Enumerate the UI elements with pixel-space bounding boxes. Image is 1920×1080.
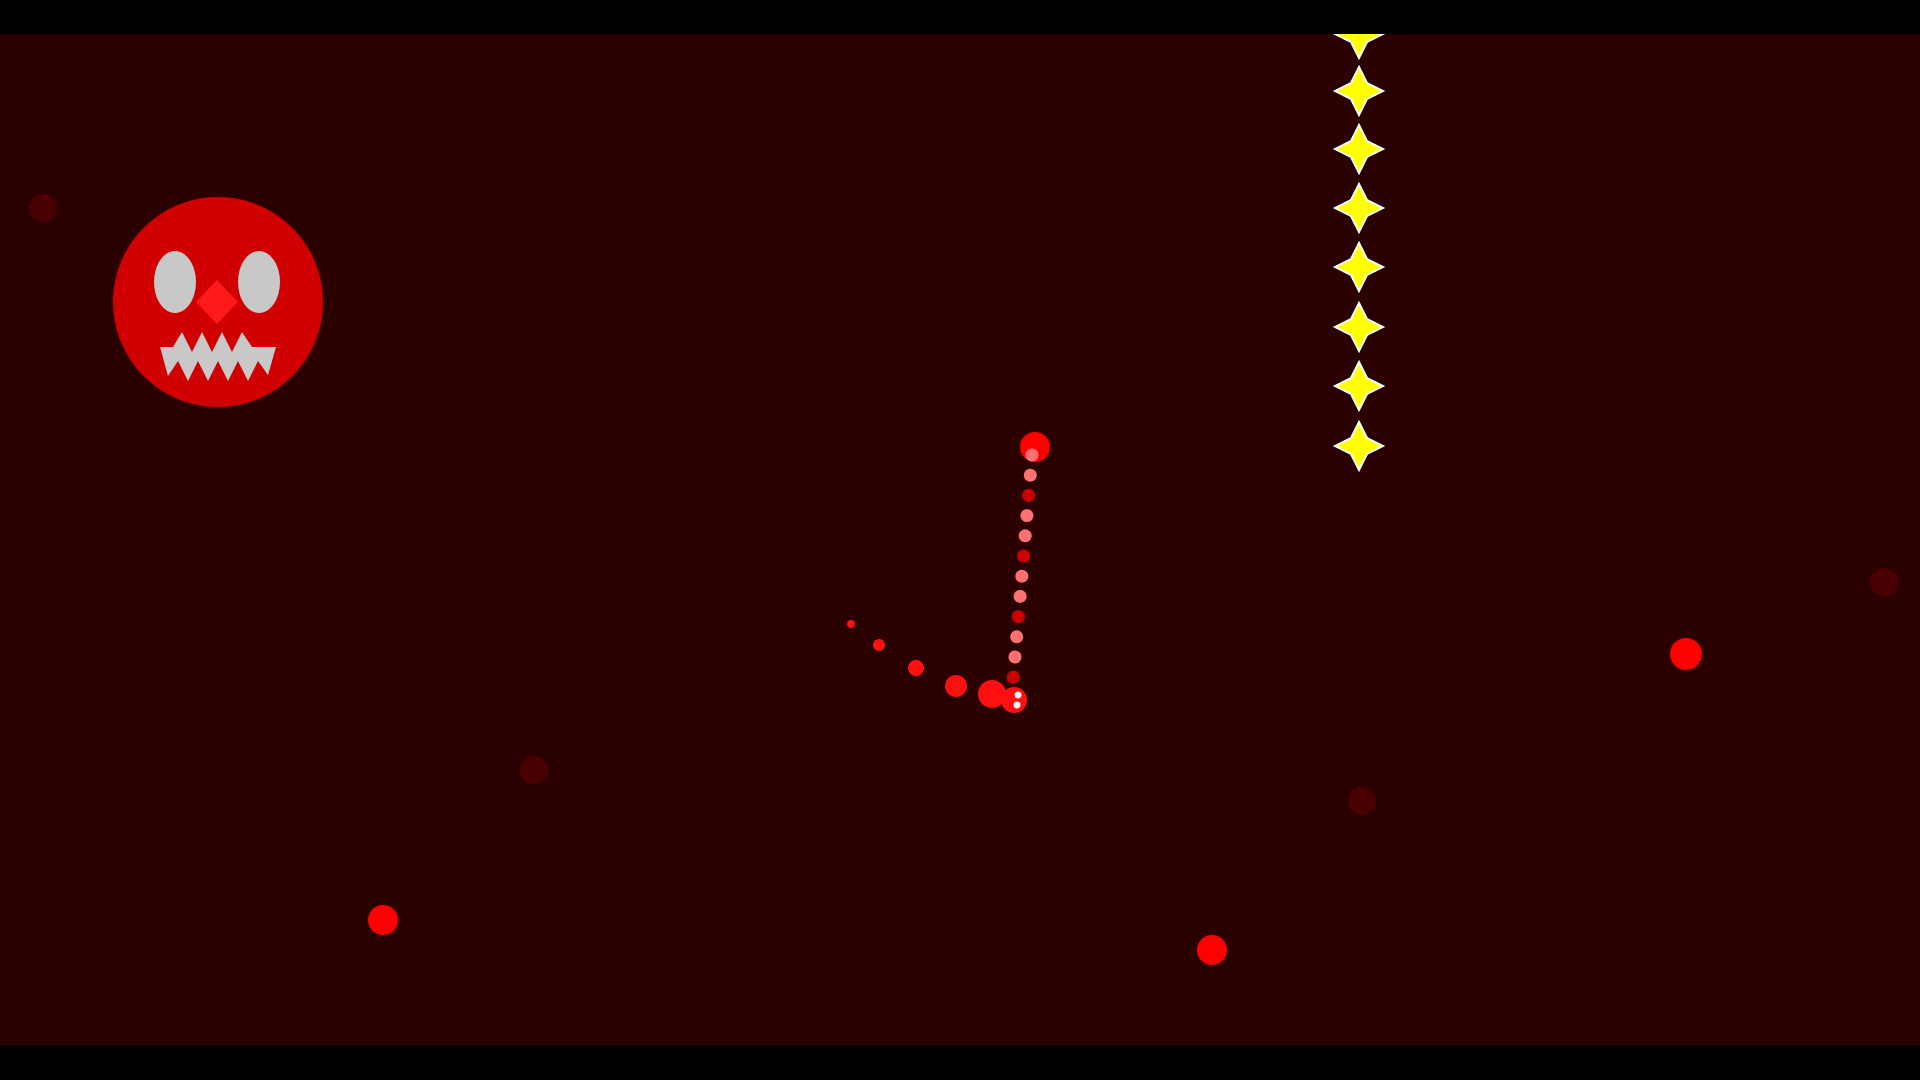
star-hazard-icon bbox=[1332, 64, 1386, 118]
star-hazard-icon bbox=[1332, 34, 1386, 61]
star-hazard-icon bbox=[1332, 240, 1386, 294]
letterbox-top bbox=[0, 0, 1920, 34]
trail-dot bbox=[908, 660, 924, 676]
trail-dot bbox=[1017, 549, 1030, 563]
game-stage bbox=[0, 34, 1920, 1045]
boss-left-eye bbox=[154, 251, 196, 313]
trail-dot bbox=[873, 639, 885, 651]
bullet bbox=[1197, 935, 1227, 965]
bullet bbox=[1670, 638, 1702, 670]
star-hazard-icon bbox=[1332, 300, 1386, 354]
trail-dot bbox=[1022, 488, 1036, 502]
boss-teeth bbox=[160, 332, 276, 381]
player-body bbox=[1001, 687, 1027, 713]
star-hazard-icon bbox=[1332, 359, 1386, 413]
trail-dot bbox=[1011, 610, 1025, 624]
trail-dot bbox=[1020, 509, 1034, 523]
faint-bullet bbox=[29, 194, 57, 222]
player-orb-icon bbox=[1001, 687, 1027, 713]
star-hazard-column bbox=[1332, 34, 1386, 473]
faint-bullets bbox=[29, 194, 1898, 815]
game-scene bbox=[0, 34, 1920, 1045]
background bbox=[0, 34, 1920, 1045]
trail-dot bbox=[1008, 650, 1022, 664]
star-hazard-icon bbox=[1332, 181, 1386, 235]
letterbox-bottom bbox=[0, 1045, 1920, 1080]
bullet bbox=[368, 905, 398, 935]
player-eye bbox=[1014, 691, 1022, 699]
trail-dot bbox=[1015, 569, 1029, 583]
bullets bbox=[368, 432, 1702, 965]
trail-dot bbox=[847, 620, 855, 628]
trail-dot bbox=[1010, 630, 1024, 644]
player-eye bbox=[1013, 701, 1021, 709]
boss-face-icon bbox=[113, 197, 323, 407]
trail-dot bbox=[945, 675, 967, 697]
trail-dot bbox=[1013, 589, 1027, 603]
star-hazard-icon bbox=[1332, 419, 1386, 473]
player-trail bbox=[847, 448, 1039, 708]
trail-dot bbox=[1025, 448, 1039, 462]
trail-dot bbox=[1018, 529, 1032, 543]
trail-dot bbox=[1023, 468, 1037, 482]
trail-dot bbox=[978, 680, 1006, 708]
faint-bullet bbox=[520, 756, 548, 784]
faint-bullet bbox=[1870, 568, 1898, 596]
star-hazard-icon bbox=[1332, 122, 1386, 176]
faint-bullet bbox=[1348, 787, 1376, 815]
boss-right-eye bbox=[238, 251, 280, 313]
trail-dot bbox=[1006, 670, 1020, 684]
boss-nose bbox=[196, 280, 238, 324]
